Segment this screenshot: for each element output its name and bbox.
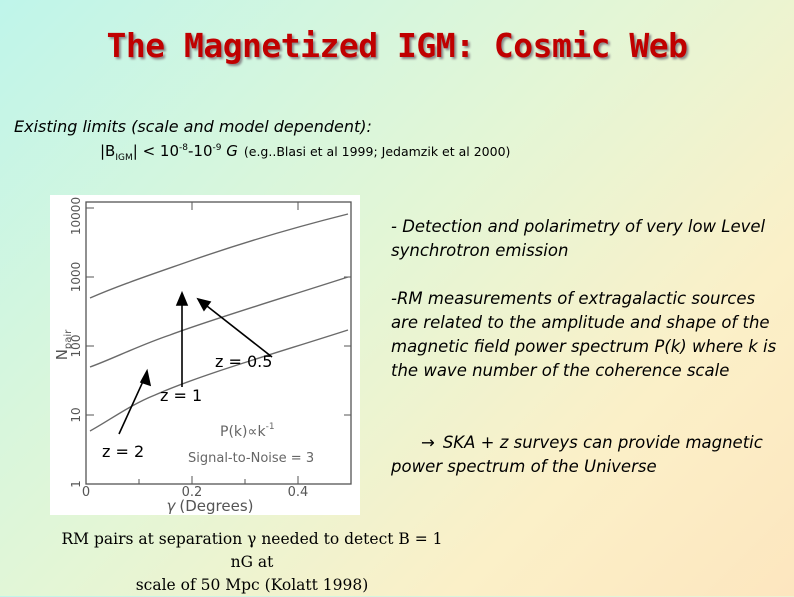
xtick-2: 0.4 [288,485,309,500]
svg-text:Npair: Npair [53,329,74,360]
curve-z05 [89,213,349,299]
bullet-synchrotron: - Detection and polarimetry of very low … [391,217,766,260]
b-rest: | < 10 [132,142,180,160]
x-ticks [85,202,299,484]
b-prefix: |B [100,142,116,160]
limits-citation: (e.g..Blasi et al 1999; Jedamzik et al 2… [243,144,511,159]
right-arrow-icon: → [421,433,435,452]
xlabel-text: (Degrees) [179,497,253,515]
curve-z1 [89,276,349,368]
ylabel-n: N [53,349,71,360]
bullet-ska: → SKA + z surveys can provide magnetic po… [391,431,786,479]
curve-z2 [89,329,349,432]
x-axis-label: γ (Degrees) [166,497,253,515]
arrowhead-z2 [139,368,152,387]
ytick-4: 10000 [69,197,83,235]
caption-line-1: RM pairs at separation γ needed to detec… [61,530,443,571]
annotation-pk: P(k)∝k-1 [220,422,275,440]
ytick-0: 1 [69,480,83,488]
limits-formula: |BIGM| < 10-8-10-9 G (e.g..Blasi et al 19… [100,142,510,163]
plot-svg: 0 0.2 0.4 1 10 100 1000 10000 Npair γ (De… [53,197,352,515]
slide-title: The Magnetized IGM: Cosmic Web [106,26,688,65]
limits-intro: Existing limits (scale and model depende… [14,117,372,136]
unit: G [221,142,238,160]
caption-line-2: scale of 50 Mpc (Kolatt 1998) [135,576,369,594]
bullet-ska-text: SKA + z surveys can provide magnetic pow… [391,433,763,476]
arrowhead-z05 [196,297,212,312]
b-subscript: IGM [115,153,133,163]
label-z05: z = 0.5 [215,352,272,371]
exp-2: -9 [212,143,222,153]
pk-text: P(k)∝k [220,424,266,440]
y-axis-label: Npair [53,329,74,360]
ylabel-sub: pair [63,329,74,349]
exp-1: -8 [179,143,188,153]
dash-ten: -10 [188,142,213,160]
bullet-rm-measurements: -RM measurements of extragalactic source… [391,289,777,380]
xlabel-gamma: γ [166,497,176,515]
npair-plot: 0 0.2 0.4 1 10 100 1000 10000 Npair γ (De… [50,195,360,515]
y-ticks [86,207,351,485]
xtick-0: 0 [82,485,90,500]
arrow-z05 [197,298,273,358]
figure-caption: RM pairs at separation γ needed to detec… [52,528,452,597]
pk-exp: -1 [266,422,275,432]
pointer-arrows [118,290,273,435]
ytick-1: 10 [69,407,83,422]
label-z2: z = 2 [102,442,144,461]
arrowhead-z1 [175,290,189,306]
xtick-1: 0.2 [182,485,203,500]
ytick-3: 1000 [69,262,83,293]
plot-frame [85,201,352,485]
arrow-z2 [118,376,146,435]
annotation-snr: Signal-to-Noise = 3 [188,451,314,466]
label-z1: z = 1 [160,386,202,405]
ytick-2: 100 [69,335,83,358]
